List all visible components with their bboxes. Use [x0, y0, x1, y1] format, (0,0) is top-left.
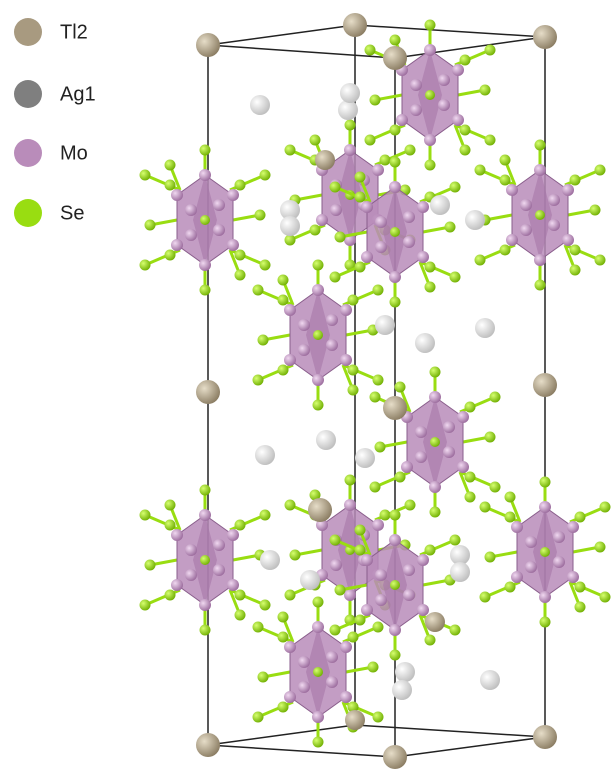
legend-swatch	[14, 80, 42, 108]
legend-label: Mo	[60, 142, 88, 164]
legend-label: Se	[60, 202, 84, 224]
legend: Tl2 Ag1 Mo Se	[14, 18, 96, 227]
legend-swatch	[14, 139, 42, 167]
legend-swatch	[14, 18, 42, 46]
legend-label: Tl2	[60, 21, 88, 43]
tl-atoms	[196, 13, 557, 769]
unit-cell	[207, 24, 546, 758]
legend-swatch	[14, 199, 42, 227]
legend-label: Ag1	[60, 83, 96, 105]
ag-atoms	[250, 83, 500, 700]
